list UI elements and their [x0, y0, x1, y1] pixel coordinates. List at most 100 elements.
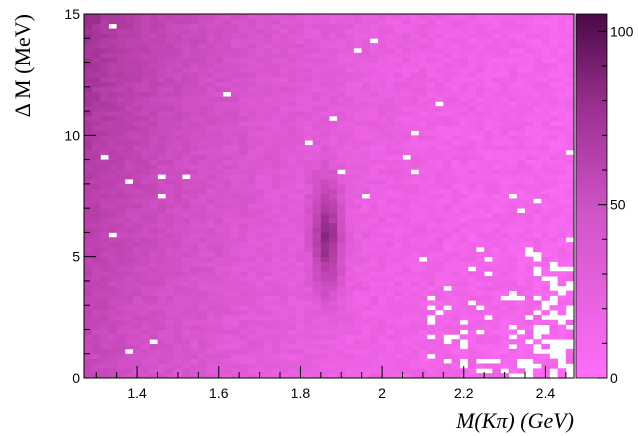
- heatmap-cell: [345, 28, 354, 34]
- heatmap-cell: [508, 363, 518, 369]
- heatmap-cell: [141, 222, 150, 228]
- heatmap-cell: [271, 276, 281, 282]
- heatmap-cell: [280, 363, 289, 369]
- heatmap-cell: [157, 62, 167, 68]
- heatmap-cell: [386, 52, 395, 59]
- heatmap-cell: [337, 198, 346, 204]
- heatmap-cell: [165, 135, 175, 141]
- heatmap-cell: [165, 358, 175, 364]
- heatmap-cell: [402, 334, 412, 340]
- heatmap-cell: [239, 179, 248, 185]
- heatmap-cell: [288, 96, 297, 102]
- heatmap-cell: [288, 77, 297, 83]
- heatmap-cell: [320, 33, 330, 39]
- heatmap-cell: [288, 334, 297, 340]
- heatmap-cell: [165, 373, 175, 379]
- heatmap-cell: [451, 300, 461, 306]
- heatmap-cell: [141, 14, 150, 20]
- heatmap-cell: [296, 96, 305, 102]
- heatmap-cell: [492, 23, 501, 29]
- heatmap-cell: [378, 28, 387, 34]
- heatmap-cell: [427, 111, 436, 117]
- heatmap-cell: [247, 18, 256, 25]
- heatmap-cell: [435, 91, 444, 97]
- heatmap-cell: [116, 154, 126, 160]
- heatmap-cell: [418, 208, 428, 214]
- heatmap-cell: [557, 217, 567, 224]
- heatmap-cell: [394, 310, 403, 316]
- heatmap-cell: [182, 86, 191, 93]
- heatmap-cell: [467, 33, 477, 39]
- heatmap-cell: [198, 81, 207, 88]
- heatmap-cell: [182, 72, 191, 78]
- heatmap-cell: [427, 96, 436, 102]
- heatmap-cell: [361, 169, 371, 175]
- heatmap-cell: [533, 169, 542, 175]
- heatmap-cell: [329, 324, 338, 330]
- heatmap-cell: [190, 256, 199, 262]
- heatmap-cell: [198, 280, 207, 287]
- heatmap-cell: [304, 368, 314, 374]
- heatmap-cell: [394, 43, 403, 49]
- heatmap-cell: [280, 280, 289, 287]
- heatmap-cell: [418, 91, 428, 97]
- heatmap-cell: [271, 67, 281, 73]
- heatmap-cell: [484, 285, 493, 292]
- heatmap-cell: [329, 179, 338, 185]
- heatmap-cell: [386, 86, 395, 93]
- heatmap-cell: [271, 368, 281, 374]
- heatmap-cell: [345, 101, 354, 107]
- heatmap-cell: [533, 183, 542, 190]
- heatmap-cell: [190, 212, 199, 219]
- heatmap-cell: [312, 334, 322, 340]
- heatmap-cell: [565, 300, 575, 306]
- heatmap-cell: [557, 198, 567, 204]
- heatmap-cell: [476, 164, 485, 170]
- heatmap-cell: [345, 149, 354, 156]
- heatmap-cell: [271, 358, 281, 364]
- heatmap-cell: [157, 222, 167, 228]
- heatmap-cell: [427, 271, 436, 277]
- heatmap-cell: [418, 324, 428, 330]
- heatmap-cell: [557, 140, 567, 146]
- heatmap-cell: [476, 363, 485, 369]
- heatmap-cell: [271, 212, 281, 219]
- heatmap-cell: [157, 212, 167, 219]
- heatmap-cell: [231, 43, 240, 49]
- heatmap-cell: [451, 130, 461, 136]
- heatmap-cell: [394, 86, 403, 93]
- heatmap-cell: [549, 227, 559, 233]
- heatmap-cell: [92, 77, 101, 83]
- heatmap-cell: [288, 125, 297, 131]
- heatmap-cell: [190, 115, 199, 122]
- heatmap-cell: [516, 140, 526, 146]
- heatmap-cell: [541, 208, 550, 214]
- heatmap-cell: [329, 280, 338, 287]
- heatmap-cell: [222, 101, 232, 107]
- heatmap-cell: [516, 203, 526, 209]
- heatmap-cell: [108, 368, 118, 374]
- heatmap-cell: [516, 339, 526, 345]
- heatmap-cell: [369, 217, 379, 224]
- heatmap-cell: [263, 300, 273, 306]
- heatmap-cell: [361, 38, 371, 44]
- heatmap-cell: [467, 169, 477, 175]
- heatmap-cell: [190, 251, 199, 258]
- heatmap-cell: [345, 276, 354, 282]
- heatmap-cell: [206, 77, 216, 83]
- heatmap-cell: [231, 62, 240, 68]
- heatmap-cell: [476, 310, 485, 316]
- heatmap-cell: [459, 212, 469, 219]
- heatmap-cell: [427, 67, 436, 73]
- heatmap-cell: [141, 227, 150, 233]
- heatmap-cell: [222, 115, 232, 122]
- heatmap-cell: [100, 295, 109, 301]
- heatmap-cell: [247, 14, 256, 20]
- heatmap-cell: [557, 86, 567, 93]
- heatmap-cell: [198, 111, 207, 117]
- heatmap-cell: [435, 179, 444, 185]
- heatmap-cell: [206, 344, 216, 350]
- heatmap-cell: [329, 261, 338, 267]
- heatmap-cell: [271, 43, 281, 49]
- heatmap-cell: [108, 154, 118, 160]
